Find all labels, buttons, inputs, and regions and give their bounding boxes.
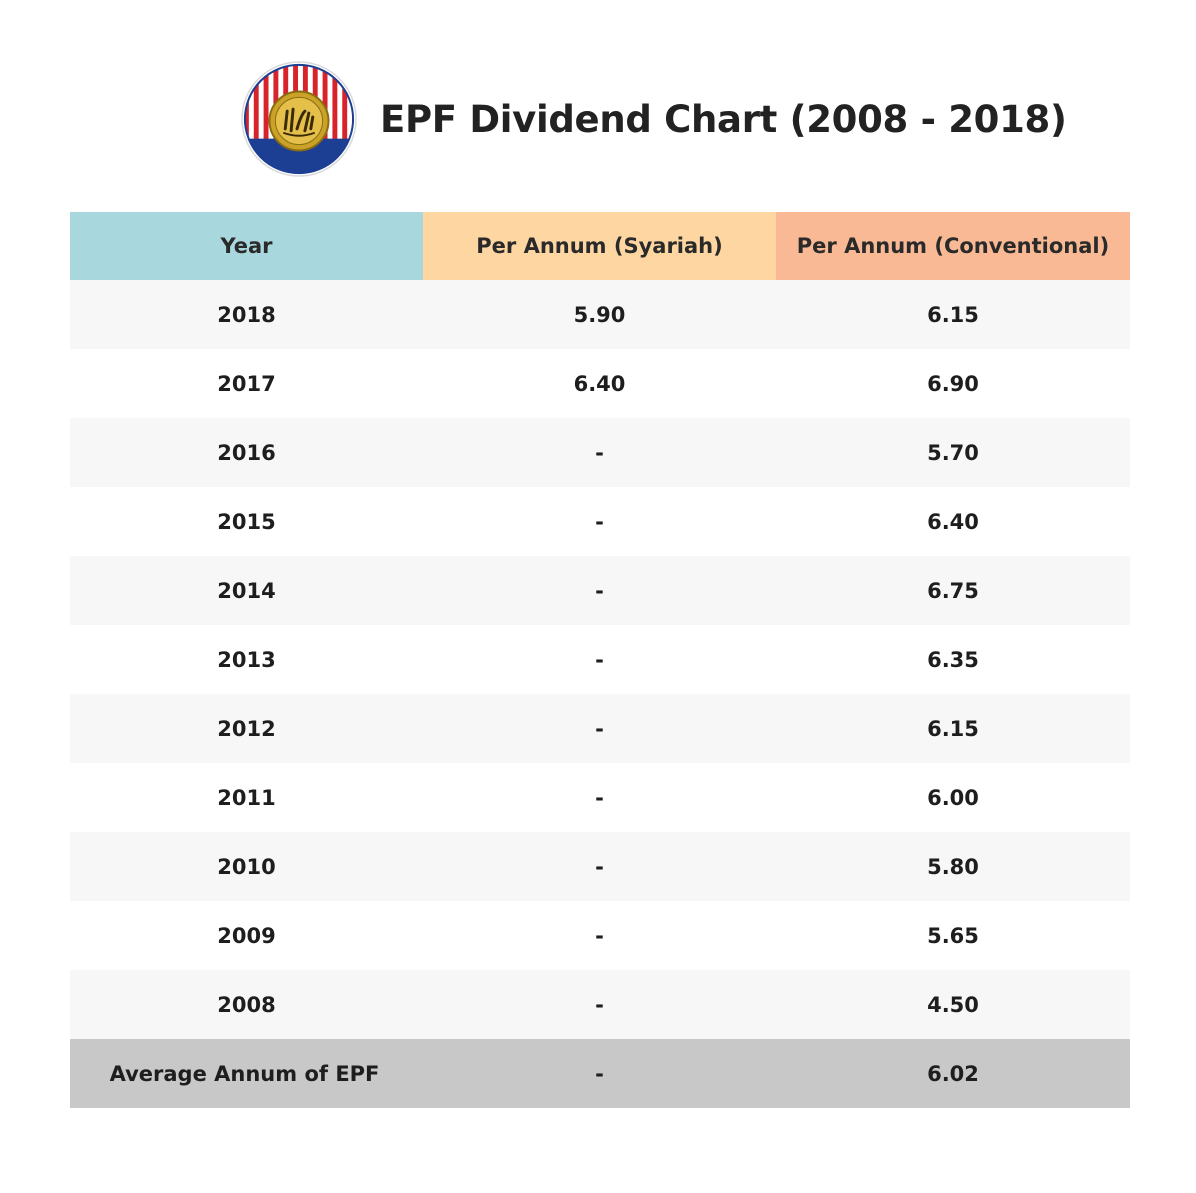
- header-conventional: Per Annum (Conventional): [776, 212, 1130, 280]
- header-syariah: Per Annum (Syariah): [423, 212, 776, 280]
- table-row: 2012-6.15: [70, 694, 1130, 763]
- conventional-cell: 4.50: [776, 970, 1130, 1039]
- conventional-cell: 6.90: [776, 349, 1130, 418]
- table-row: 2018 5.90 6.15: [70, 280, 1130, 349]
- table-row: 2016-5.70: [70, 418, 1130, 487]
- syariah-cell: -: [423, 970, 776, 1039]
- syariah-cell: -: [423, 763, 776, 832]
- table-row: 2014-6.75: [70, 556, 1130, 625]
- table-row: 2010-5.80: [70, 832, 1130, 901]
- conventional-cell: 6.35: [776, 625, 1130, 694]
- year-cell: 2015: [70, 487, 423, 556]
- header: EPF Dividend Chart (2008 - 2018): [240, 60, 1067, 178]
- footer-label: Average Annum of EPF: [70, 1039, 423, 1108]
- conventional-cell: 6.00: [776, 763, 1130, 832]
- table-row: 2013-6.35: [70, 625, 1130, 694]
- year-cell: 2012: [70, 694, 423, 763]
- conventional-cell: 5.80: [776, 832, 1130, 901]
- year-cell: 2011: [70, 763, 423, 832]
- table-footer-row: Average Annum of EPF - 6.02: [70, 1039, 1130, 1108]
- syariah-cell: -: [423, 832, 776, 901]
- syariah-cell: 6.40: [423, 349, 776, 418]
- conventional-cell: 5.65: [776, 901, 1130, 970]
- year-cell: 2013: [70, 625, 423, 694]
- page-title: EPF Dividend Chart (2008 - 2018): [380, 97, 1067, 141]
- header-year: Year: [70, 212, 423, 280]
- conventional-cell: 6.15: [776, 694, 1130, 763]
- conventional-cell: 6.40: [776, 487, 1130, 556]
- footer-conventional: 6.02: [776, 1039, 1130, 1108]
- year-cell: 2018: [70, 280, 423, 349]
- syariah-cell: -: [423, 418, 776, 487]
- year-cell: 2017: [70, 349, 423, 418]
- year-cell: 2016: [70, 418, 423, 487]
- kwsp-logo-icon: [241, 61, 357, 177]
- table-row: 2008-4.50: [70, 970, 1130, 1039]
- syariah-cell: 5.90: [423, 280, 776, 349]
- footer-syariah: -: [423, 1039, 776, 1108]
- syariah-cell: -: [423, 625, 776, 694]
- year-cell: 2010: [70, 832, 423, 901]
- year-cell: 2009: [70, 901, 423, 970]
- table-row: 2009-5.65: [70, 901, 1130, 970]
- syariah-cell: -: [423, 556, 776, 625]
- conventional-cell: 6.75: [776, 556, 1130, 625]
- syariah-cell: -: [423, 487, 776, 556]
- conventional-cell: 6.15: [776, 280, 1130, 349]
- syariah-cell: -: [423, 901, 776, 970]
- table-row: 2015-6.40: [70, 487, 1130, 556]
- syariah-cell: -: [423, 694, 776, 763]
- table-header-row: Year Per Annum (Syariah) Per Annum (Conv…: [70, 212, 1130, 280]
- dividend-table: Year Per Annum (Syariah) Per Annum (Conv…: [70, 212, 1130, 1108]
- year-cell: 2014: [70, 556, 423, 625]
- year-cell: 2008: [70, 970, 423, 1039]
- conventional-cell: 5.70: [776, 418, 1130, 487]
- table-row: 2011-6.00: [70, 763, 1130, 832]
- table-row: 2017 6.40 6.90: [70, 349, 1130, 418]
